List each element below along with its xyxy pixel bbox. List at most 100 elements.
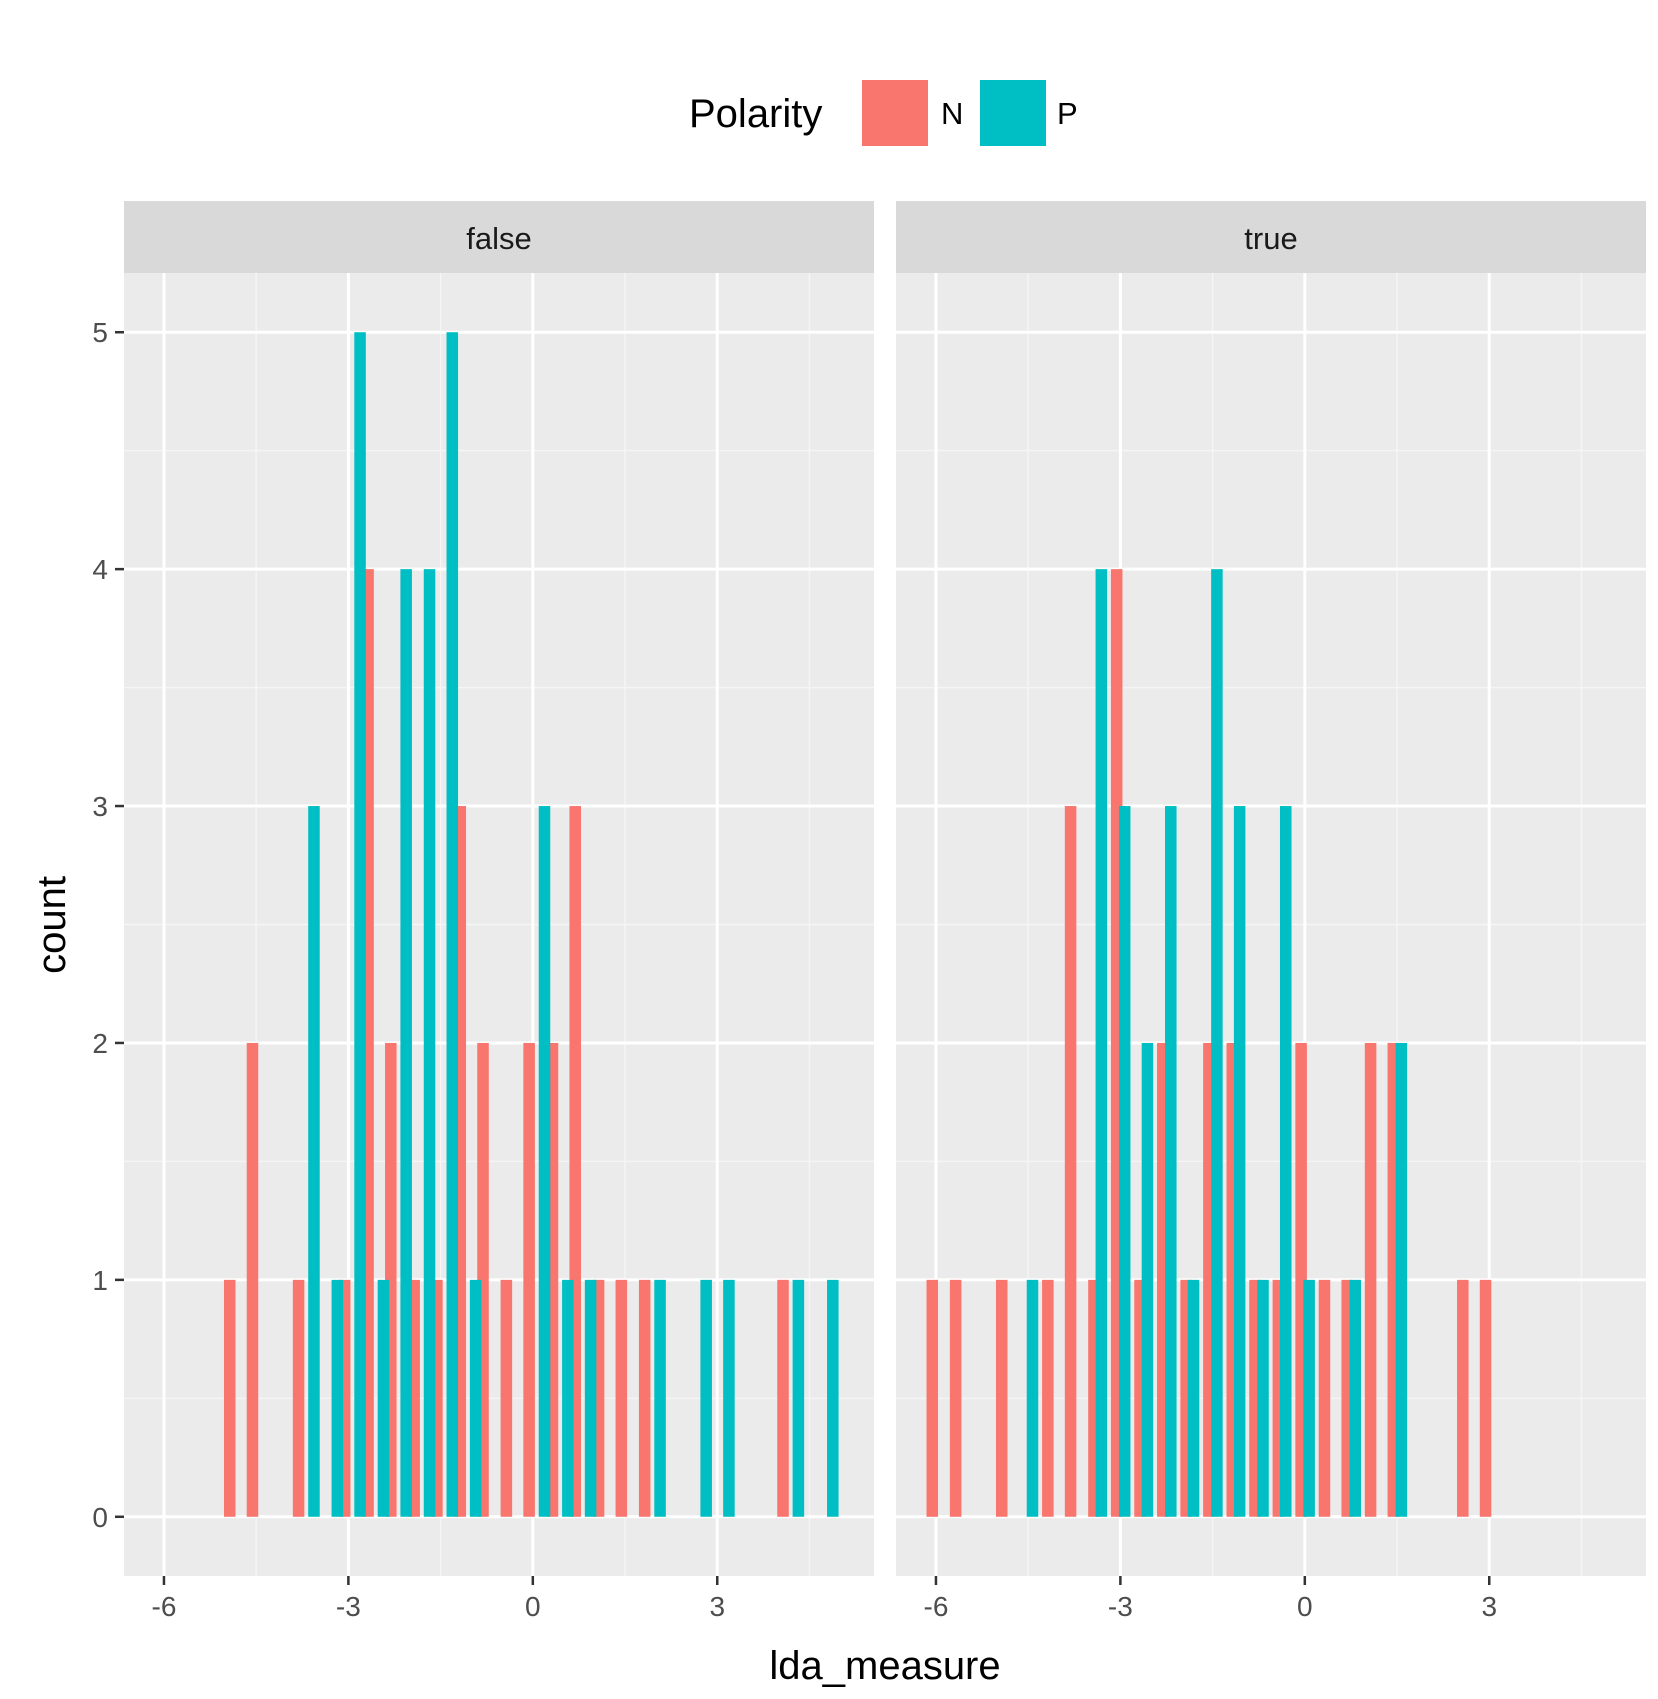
bar-n bbox=[1180, 1279, 1192, 1517]
bar-n bbox=[1042, 1279, 1054, 1517]
bar-p bbox=[1118, 806, 1131, 1517]
x-tick-label: 3 bbox=[709, 1591, 725, 1622]
bar-n bbox=[500, 1279, 513, 1517]
bar-p bbox=[1165, 806, 1177, 1517]
legend-label-n: N bbox=[941, 96, 963, 131]
bar-p bbox=[1233, 806, 1246, 1517]
bar-n bbox=[1088, 1279, 1100, 1517]
bar-p bbox=[1026, 1279, 1039, 1517]
bar-p bbox=[538, 806, 551, 1517]
bar-n bbox=[1479, 1279, 1492, 1517]
bar-p bbox=[1395, 1042, 1408, 1517]
bar-n bbox=[1157, 1042, 1169, 1517]
y-tick-label: 5 bbox=[92, 317, 108, 348]
bar-n bbox=[777, 1279, 789, 1517]
panel-false: false -6 -3 0 3 bbox=[124, 201, 874, 1622]
bar-n bbox=[246, 1042, 259, 1517]
bar-n bbox=[385, 1042, 397, 1517]
bar-n bbox=[1134, 1279, 1146, 1517]
y-tick-label: 1 bbox=[92, 1265, 108, 1296]
bar-n bbox=[546, 1042, 559, 1517]
bar-n bbox=[592, 1279, 605, 1517]
y-tick-label: 0 bbox=[92, 1502, 108, 1533]
bar-n bbox=[408, 1279, 420, 1517]
bar-p bbox=[700, 1279, 712, 1517]
legend-label-p: P bbox=[1057, 96, 1078, 131]
bars bbox=[223, 332, 839, 1517]
x-tick-label: -3 bbox=[336, 1591, 361, 1622]
x-tick-label: -6 bbox=[924, 1591, 949, 1622]
x-tick-label: 3 bbox=[1481, 1591, 1497, 1622]
strip-background bbox=[896, 201, 1646, 273]
bar-p bbox=[1141, 1042, 1154, 1517]
bar-p bbox=[400, 569, 412, 1517]
bar-p bbox=[354, 332, 366, 1517]
x-tick-label: 0 bbox=[525, 1591, 541, 1622]
bar-p bbox=[1211, 569, 1223, 1517]
bar-n bbox=[615, 1279, 628, 1517]
bar-n bbox=[1110, 569, 1123, 1517]
bar-n bbox=[638, 1279, 651, 1517]
bar-n bbox=[1203, 1042, 1215, 1517]
bar-p bbox=[1095, 569, 1108, 1517]
legend-key-p bbox=[980, 80, 1046, 146]
y-tick-label: 2 bbox=[92, 1028, 108, 1059]
bar-n bbox=[362, 569, 374, 1517]
bar-n bbox=[926, 1279, 939, 1517]
x-tick-label: -6 bbox=[152, 1591, 177, 1622]
strip-label: true bbox=[1244, 221, 1297, 256]
bars bbox=[926, 569, 1492, 1517]
bar-n bbox=[523, 1042, 535, 1517]
bar-p bbox=[1279, 806, 1292, 1517]
bar-n bbox=[454, 806, 467, 1517]
legend-title: Polarity bbox=[689, 92, 822, 136]
bar-n bbox=[477, 1042, 489, 1517]
bar-p bbox=[446, 332, 459, 1517]
bar-n bbox=[1272, 1279, 1285, 1517]
bar-p bbox=[1257, 1279, 1269, 1517]
bar-p bbox=[423, 569, 436, 1517]
bar-n bbox=[569, 806, 581, 1517]
strip-label: false bbox=[466, 221, 531, 256]
bar-p bbox=[331, 1279, 344, 1517]
y-tick-label: 3 bbox=[92, 791, 108, 822]
bar-p bbox=[1187, 1279, 1200, 1517]
bar-p bbox=[723, 1279, 735, 1517]
bar-p bbox=[1303, 1279, 1315, 1517]
bar-n bbox=[949, 1279, 962, 1517]
legend-key-n bbox=[862, 80, 928, 146]
bar-n bbox=[995, 1279, 1008, 1517]
bar-n bbox=[1457, 1279, 1469, 1517]
x-tick-label: 0 bbox=[1297, 1591, 1313, 1622]
x-axis-title: lda_measure bbox=[769, 1644, 1000, 1688]
x-axis: -6 -3 0 3 bbox=[924, 1576, 1497, 1622]
bar-n bbox=[338, 1279, 351, 1517]
bar-n bbox=[1295, 1042, 1307, 1517]
bar-p bbox=[792, 1279, 805, 1517]
panel-true: true -6 -3 0 3 bbox=[896, 201, 1646, 1622]
y-axis-title: count bbox=[30, 876, 74, 974]
bar-p bbox=[584, 1279, 597, 1517]
bar-p bbox=[469, 1279, 482, 1517]
bar-n bbox=[1341, 1279, 1353, 1517]
bar-p bbox=[1349, 1279, 1361, 1517]
bar-p bbox=[308, 806, 320, 1517]
bar-p bbox=[377, 1279, 390, 1517]
bar-n bbox=[292, 1279, 305, 1517]
x-tick-label: -3 bbox=[1108, 1591, 1133, 1622]
bar-n bbox=[223, 1279, 236, 1517]
y-axis: 0 1 2 3 4 5 bbox=[92, 317, 124, 1533]
bar-n bbox=[431, 1279, 443, 1517]
x-axis: -6 -3 0 3 bbox=[152, 1576, 725, 1622]
y-tick-label: 4 bbox=[92, 554, 108, 585]
bar-n bbox=[1226, 1042, 1239, 1517]
strip-background bbox=[124, 201, 874, 273]
bar-n bbox=[1064, 806, 1077, 1517]
bar-n bbox=[1249, 1279, 1261, 1517]
bar-n bbox=[1364, 1042, 1377, 1517]
bar-p bbox=[654, 1279, 666, 1517]
legend: Polarity N P bbox=[689, 80, 1078, 146]
bar-p bbox=[827, 1279, 839, 1517]
bar-n bbox=[1318, 1279, 1331, 1517]
